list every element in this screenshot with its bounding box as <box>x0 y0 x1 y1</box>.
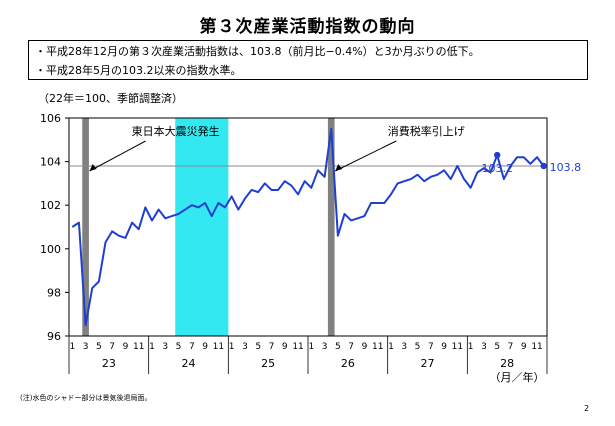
event-bar-2 <box>327 118 335 336</box>
x-tick-label-8: 9 <box>123 342 129 352</box>
x-tick-label-22: 11 <box>213 342 224 352</box>
x-tick-label-42: 7 <box>348 342 354 352</box>
event-arrowhead-0 <box>89 164 97 171</box>
x-tick-label-62: 3 <box>481 342 487 352</box>
x-tick-label-52: 5 <box>415 342 421 352</box>
footnote: (注)水色のシャドー部分は景気後退局面。 <box>20 394 152 402</box>
x-tick-label-58: 11 <box>452 342 463 352</box>
series-line <box>71 127 545 327</box>
x-tick-label-2: 3 <box>83 342 89 352</box>
year-label-28: 28 <box>500 357 514 370</box>
unit-note: （22年＝100、季節調整済） <box>38 92 183 105</box>
x-tick-label-66: 7 <box>508 342 514 352</box>
x-tick-label-10: 11 <box>133 342 144 352</box>
y-tick-label-96: 96 <box>47 330 61 343</box>
x-tick-label-16: 5 <box>176 342 182 352</box>
x-axis-unit-label: （月／年） <box>490 370 545 384</box>
x-tick-label-12: 1 <box>149 342 155 352</box>
x-tick-label-28: 5 <box>255 342 261 352</box>
x-tick-label-18: 7 <box>189 342 195 352</box>
y-tick-label-106: 106 <box>40 112 61 125</box>
year-label-27: 27 <box>421 357 435 370</box>
y-tick-label-100: 100 <box>40 243 61 256</box>
x-tick-label-40: 5 <box>335 342 341 352</box>
y-tick-label-98: 98 <box>47 286 61 299</box>
x-tick-label-20: 9 <box>202 342 208 352</box>
x-tick-label-0: 1 <box>69 342 75 352</box>
x-tick-label-70: 11 <box>531 342 542 352</box>
data-label-64: 103.2 <box>481 162 513 175</box>
x-tick-label-46: 11 <box>372 342 383 352</box>
plot-frame <box>68 117 548 337</box>
year-label-24: 24 <box>182 357 196 370</box>
x-tick-label-36: 1 <box>308 342 314 352</box>
event-arrow-1 <box>335 140 397 172</box>
x-tick-label-30: 7 <box>269 342 275 352</box>
event-bar-0 <box>82 118 89 336</box>
summary-line-1: ・平成28年12月の第３次産業活動指数は、103.8（前月比−0.4%）と3か月… <box>35 45 480 58</box>
summary-box: ・平成28年12月の第３次産業活動指数は、103.8（前月比−0.4%）と3か月… <box>28 40 588 80</box>
x-tick-label-32: 9 <box>282 342 288 352</box>
x-tick-label-44: 9 <box>362 342 368 352</box>
page-number: 2 <box>584 404 590 413</box>
y-tick-label-104: 104 <box>40 156 61 169</box>
year-label-26: 26 <box>341 357 355 370</box>
data-point-64 <box>494 151 501 159</box>
page-title: 第３次産業活動指数の動向 <box>199 17 416 37</box>
x-tick-label-50: 3 <box>401 342 407 352</box>
year-label-23: 23 <box>102 357 116 370</box>
x-tick-label-68: 9 <box>521 342 527 352</box>
x-tick-label-60: 1 <box>468 342 474 352</box>
data-point-71 <box>540 162 547 170</box>
x-tick-label-34: 11 <box>292 342 303 352</box>
event-label-0: 東日本大震災発生 <box>132 124 220 138</box>
x-tick-label-56: 9 <box>441 342 447 352</box>
x-tick-label-6: 7 <box>109 342 115 352</box>
x-tick-label-14: 3 <box>162 342 168 352</box>
x-tick-label-54: 7 <box>428 342 434 352</box>
event-arrow-0 <box>89 140 146 172</box>
x-tick-label-24: 1 <box>229 342 235 352</box>
x-tick-label-4: 5 <box>96 342 102 352</box>
x-tick-label-64: 5 <box>494 342 500 352</box>
x-tick-label-26: 3 <box>242 342 248 352</box>
recession-shade <box>175 118 229 336</box>
x-tick-label-48: 1 <box>388 342 394 352</box>
y-tick-label-102: 102 <box>40 199 61 212</box>
event-arrowhead-1 <box>335 164 343 171</box>
year-label-25: 25 <box>261 357 275 370</box>
event-label-1: 消費税率引上げ <box>388 124 465 138</box>
summary-line-2: ・平成28年5月の103.2以来の指数水準。 <box>35 64 242 77</box>
x-tick-label-38: 3 <box>322 342 328 352</box>
data-label-71: 103.8 <box>550 161 582 174</box>
